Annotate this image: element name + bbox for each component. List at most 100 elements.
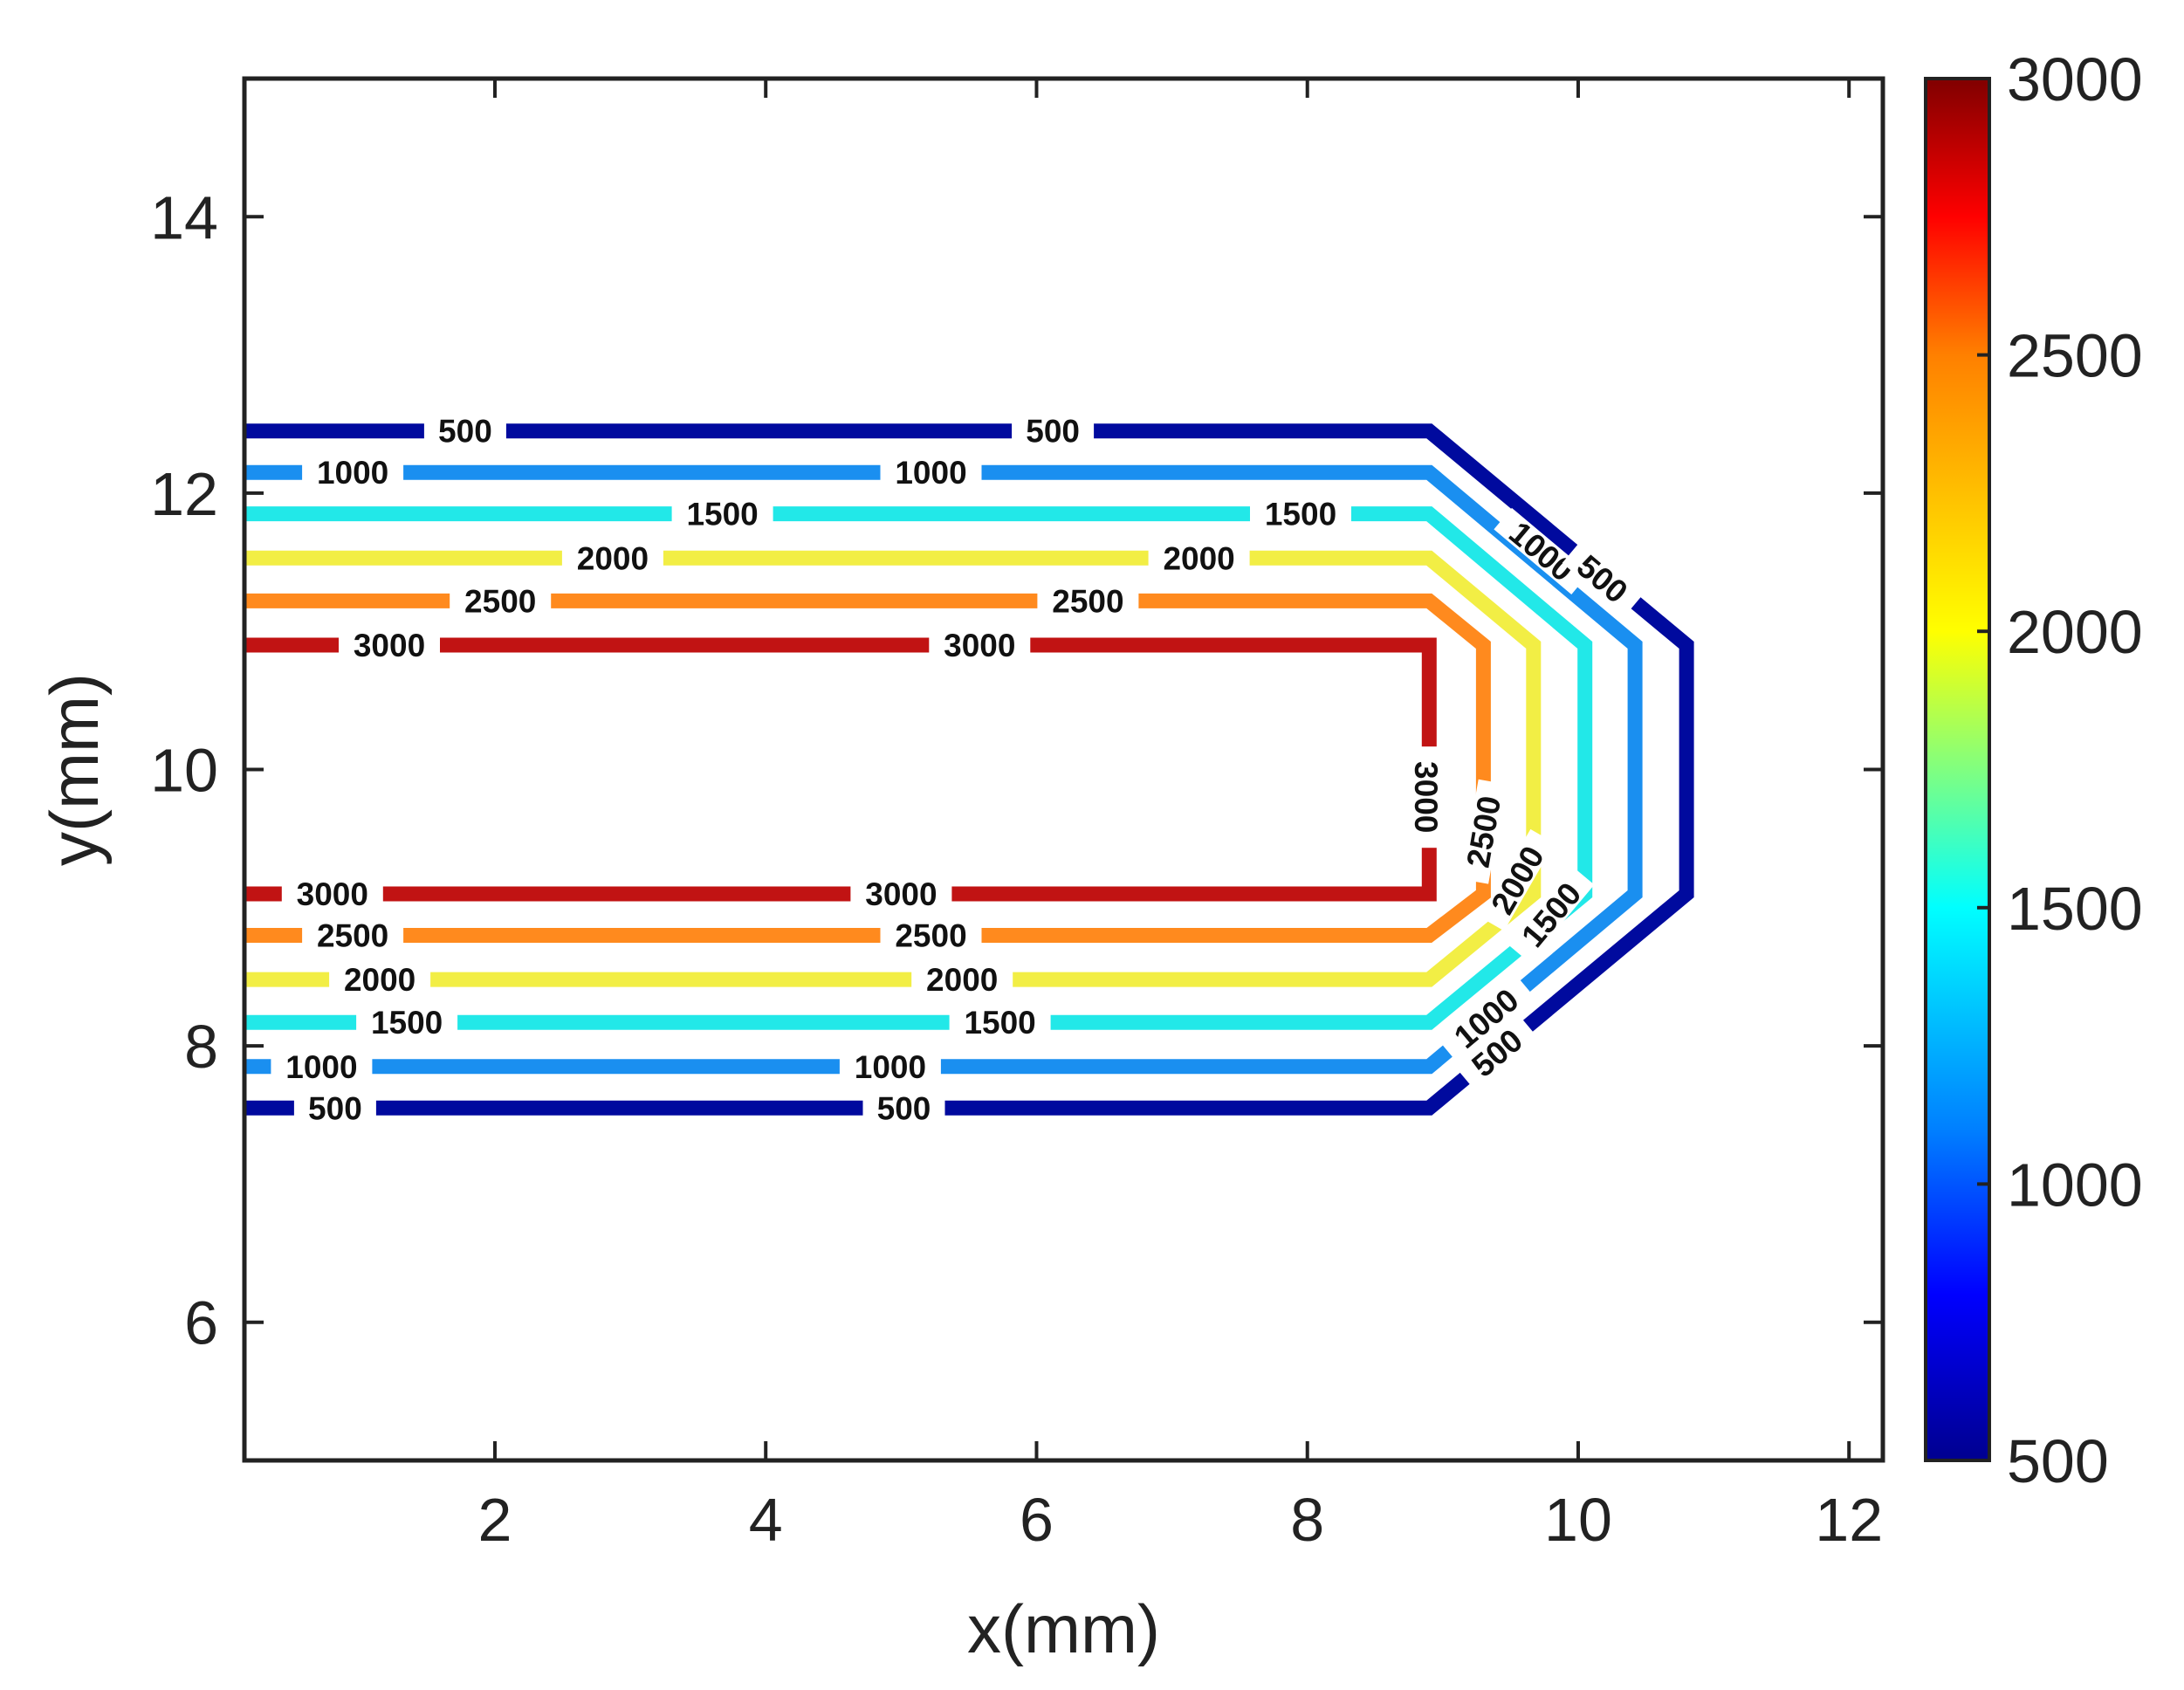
contour-label-gap <box>1412 746 1441 848</box>
contour-label-gap <box>671 499 773 528</box>
contour-label-gap <box>450 587 552 615</box>
contour-label-gap <box>302 458 404 487</box>
contour-label-gap <box>1494 507 1590 594</box>
y-tick-label: 8 <box>184 1013 218 1081</box>
contour-label-7: 2000 <box>1148 540 1250 576</box>
contour-label-gap <box>293 1094 376 1123</box>
contour-label-gap <box>1438 974 1535 1061</box>
contour-label-9: 2500 <box>1037 583 1139 619</box>
contour-label-text: 500 <box>308 1090 362 1126</box>
contour-label-gap <box>1508 866 1595 963</box>
colorbar-tick-label: 1000 <box>2007 1151 2143 1219</box>
colorbar: 500 1000 1500 2000 2500 3000 <box>1924 45 2143 1495</box>
colorbar-tick-label: 500 <box>2007 1427 2109 1495</box>
contour-label-22: 500 <box>293 1090 376 1126</box>
contour-label-gap <box>1250 499 1351 528</box>
x-tick-label: 8 <box>1290 1486 1324 1554</box>
contour-label-gap <box>339 631 440 659</box>
contour-label-gap <box>949 1008 1051 1037</box>
contour-label-gap <box>356 1008 458 1037</box>
contour-label-text: 1500 <box>686 497 758 532</box>
contour-label-text: 1500 <box>964 1005 1035 1041</box>
contour-label-text: 2000 <box>926 962 998 998</box>
contour-label-gap <box>1460 779 1507 884</box>
contour-label-text: 2000 <box>344 962 416 998</box>
contour-label-gap <box>1562 541 1644 616</box>
contour-label-text: 3000 <box>944 628 1015 663</box>
contour-label-23: 500 <box>862 1090 945 1126</box>
contour-line-1000 <box>244 464 1643 1075</box>
contour-label-text: 2500 <box>1052 583 1123 619</box>
contour-label-5: 1500 <box>1250 497 1351 532</box>
contour-label-gap <box>1456 1015 1538 1090</box>
contour-label-text: 3000 <box>297 876 368 912</box>
contour-label-gap <box>850 880 952 908</box>
contour-label-gap <box>1148 544 1250 573</box>
colorbar-gradient <box>1924 77 1991 1462</box>
contour-label-gap <box>423 416 506 445</box>
contour-label-text: 2500 <box>464 583 536 619</box>
y-tick-label: 10 <box>150 737 218 805</box>
contour-line-1500 <box>244 506 1593 1030</box>
colorbar-tick-label: 1500 <box>2007 875 2143 943</box>
contour-label-text: 1000 <box>855 1049 926 1085</box>
contour-label-text: 1000 <box>285 1049 357 1085</box>
y-axis: 6 8 10 12 14 <box>150 183 1883 1357</box>
contour-label-18: 1500 <box>356 1005 458 1041</box>
contour-label-8: 2500 <box>450 583 552 619</box>
contour-label-gap <box>1012 416 1095 445</box>
contour-label-gap <box>329 965 431 994</box>
contour-label-text: 500 <box>1026 414 1080 450</box>
contour-label-16: 2000 <box>329 962 431 998</box>
contour-label-19: 1500 <box>949 1005 1051 1041</box>
contour-label-text: 1500 <box>1265 497 1336 532</box>
contour-label-gap <box>911 965 1013 994</box>
contour-label-text: 1500 <box>371 1005 443 1041</box>
colorbar-tick-label: 3000 <box>2007 45 2143 113</box>
contour-label-14: 2500 <box>302 918 404 954</box>
contour-label-gap <box>880 458 982 487</box>
y-tick-label: 14 <box>150 183 218 251</box>
contour-label-0: 500 <box>423 414 506 450</box>
contour-label-gap <box>862 1094 945 1123</box>
contour-label-17: 2000 <box>911 962 1013 998</box>
contour-label-gap <box>929 631 1031 659</box>
contour-label-1: 500 <box>1012 414 1095 450</box>
x-tick-label: 10 <box>1544 1486 1612 1554</box>
x-tick-label: 12 <box>1815 1486 1883 1554</box>
contour-label-text: 3000 <box>865 876 937 912</box>
contour-label-gap <box>271 1052 373 1081</box>
x-tick-label: 6 <box>1020 1486 1054 1554</box>
contour-label-3: 1000 <box>880 455 982 491</box>
contour-label-11: 3000 <box>929 628 1031 663</box>
contour-label-6: 2000 <box>561 540 663 576</box>
x-tick-label: 2 <box>478 1486 512 1554</box>
contour-label-gap <box>880 921 982 950</box>
contour-line-500 <box>244 423 1694 1116</box>
contour-label-24: 3000 <box>1408 746 1444 848</box>
contour-label-text: 3000 <box>354 628 425 663</box>
contour-label-text: 500 <box>438 414 492 450</box>
contour-label-text: 2000 <box>577 540 649 576</box>
contour-label-4: 1500 <box>671 497 773 532</box>
contour-label-13: 3000 <box>850 876 952 912</box>
contour-label-10: 3000 <box>339 628 440 663</box>
x-axis: 2 4 6 8 10 12 <box>478 79 1883 1554</box>
contour-label-12: 3000 <box>281 876 383 912</box>
contour-label-29: 500 <box>1456 1015 1538 1090</box>
contour-label-text: 1000 <box>895 455 966 491</box>
contour-label-gap <box>1037 587 1139 615</box>
colorbar-tick-label: 2500 <box>2007 322 2143 390</box>
y-tick-label: 12 <box>150 460 218 528</box>
contour-line-2500 <box>244 593 1491 943</box>
contour-label-gap <box>302 921 404 950</box>
x-tick-label: 4 <box>749 1486 783 1554</box>
contour-label-21: 1000 <box>839 1049 941 1085</box>
colorbar-tick-label: 2000 <box>2007 598 2143 666</box>
contour-label-text: 3000 <box>1408 761 1444 833</box>
contour-label-text: 2500 <box>895 918 966 954</box>
x-axis-label: x(mm) <box>967 1590 1160 1667</box>
